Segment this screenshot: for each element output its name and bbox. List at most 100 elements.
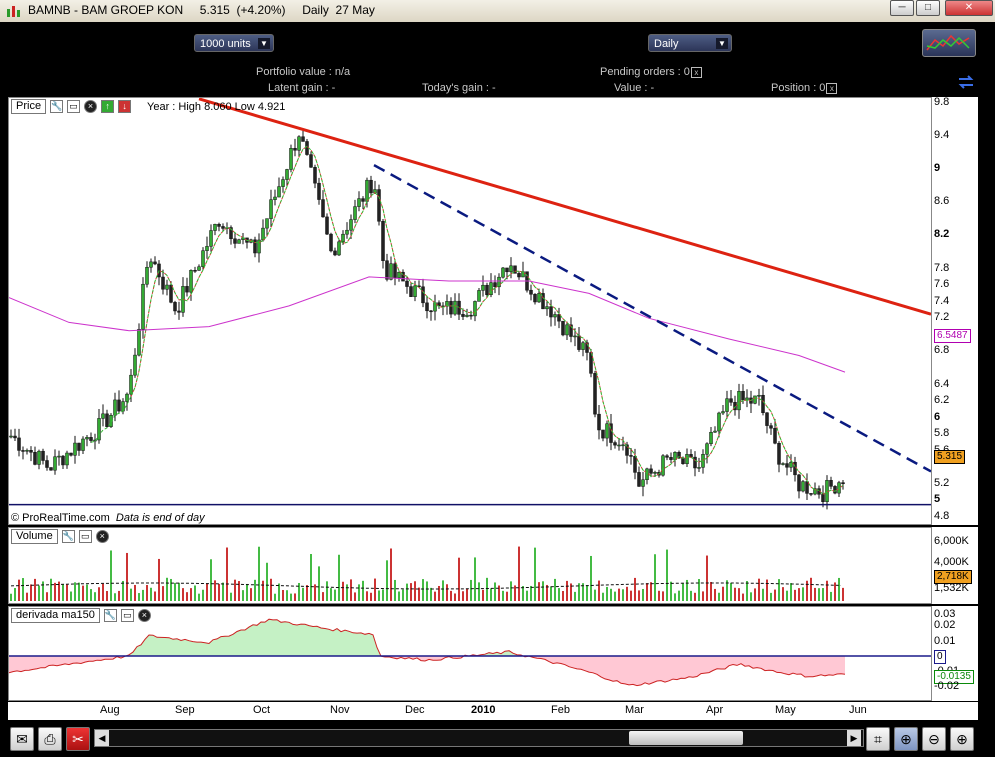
volume-bar: [62, 584, 64, 601]
period-select[interactable]: Daily ▼: [648, 34, 732, 52]
volume-bar: [34, 578, 36, 601]
units-select[interactable]: 1000 units ▼: [194, 34, 274, 52]
candle: [61, 455, 65, 466]
candle: [129, 374, 133, 395]
candle: [609, 423, 613, 443]
close-icon[interactable]: ×: [137, 609, 151, 622]
volume-bar: [546, 584, 548, 601]
candle: [337, 241, 341, 256]
printer-icon: ⎙: [44, 731, 56, 747]
volume-bar: [130, 588, 132, 601]
price-tick: 4.8: [934, 510, 950, 522]
x-axis-label: May: [775, 704, 796, 716]
position-value: Value : -: [614, 82, 655, 94]
latent-gain: Latent gain : -: [268, 82, 336, 94]
scrollbar-thumb[interactable]: [629, 731, 743, 745]
volume-bar: [590, 555, 592, 601]
candle: [761, 394, 765, 413]
candle: [617, 444, 621, 447]
volume-bar: [766, 579, 768, 601]
zoom-in-button[interactable]: ⊕: [950, 727, 974, 751]
restore-button[interactable]: □: [916, 0, 940, 16]
swap-icon[interactable]: [956, 74, 976, 90]
price-tick: 5.2: [934, 476, 950, 489]
price-tick: 5.8: [934, 427, 950, 440]
scroll-left-icon[interactable]: ◀: [95, 730, 109, 746]
close-icon[interactable]: ×: [84, 100, 98, 113]
candle: [493, 282, 497, 288]
wrench-icon[interactable]: 🔧: [61, 530, 75, 543]
volume-bar: [338, 554, 340, 601]
candle: [653, 472, 657, 474]
candle: [637, 472, 641, 487]
zoom-select-button[interactable]: ⊕: [894, 727, 918, 751]
wrench-icon[interactable]: 🔧: [103, 609, 117, 622]
close-icon[interactable]: x: [690, 66, 702, 78]
candle: [693, 456, 697, 469]
horizontal-scrollbar[interactable]: ◀ ▶: [94, 729, 864, 747]
detach-icon[interactable]: ↓: [118, 100, 132, 113]
volume-bar: [258, 546, 260, 601]
derivative-chart[interactable]: [9, 607, 931, 700]
email-button[interactable]: ✉: [10, 727, 34, 751]
price-tick: 5: [934, 493, 941, 506]
volume-bar: [42, 581, 44, 601]
candle: [57, 455, 61, 458]
volume-bar: [554, 578, 556, 601]
volume-bar: [206, 583, 208, 601]
candle: [405, 280, 409, 287]
chart-settings-button[interactable]: ⌗: [866, 727, 890, 751]
toolbar: 1000 units ▼ Daily ▼ Portfolio value : n…: [0, 22, 995, 97]
year-range: Year : High 8.060 Low 4.921: [147, 101, 286, 113]
candle: [329, 233, 333, 252]
volume-bar: [578, 583, 580, 601]
candle: [401, 271, 405, 282]
candle: [509, 265, 513, 273]
volume-bar: [478, 582, 480, 601]
window-icon[interactable]: ▭: [67, 100, 81, 113]
candle: [233, 238, 237, 244]
candle: [289, 148, 293, 170]
volume-bar: [758, 578, 760, 601]
candle: [429, 310, 433, 313]
volume-bar: [614, 591, 616, 601]
volume-chart[interactable]: [9, 528, 931, 603]
candle: [389, 263, 393, 280]
volume-bar: [694, 592, 696, 601]
volume-bar: [782, 587, 784, 601]
price-tick: 9.8: [934, 96, 950, 108]
derivative-tick: 0.03: [934, 608, 956, 620]
candle: [41, 450, 45, 461]
close-icon[interactable]: ×: [95, 530, 109, 543]
candle: [625, 444, 629, 456]
candle: [109, 414, 113, 427]
volume-bar: [742, 593, 744, 601]
candle: [721, 411, 725, 414]
close-button[interactable]: ✕: [945, 0, 993, 16]
minimize-button[interactable]: ─: [890, 0, 914, 16]
delete-button[interactable]: ✂: [66, 727, 90, 751]
print-button[interactable]: ⎙: [38, 727, 62, 751]
volume-bar: [806, 580, 808, 601]
volume-bar: [730, 582, 732, 601]
volume-bar: [754, 588, 756, 601]
zoom-out-button[interactable]: ⊖: [922, 727, 946, 751]
candle: [197, 266, 201, 271]
volume-bar: [106, 591, 108, 601]
price-tick: 6: [934, 410, 941, 423]
scissors-icon: ✂: [72, 731, 84, 747]
candle: [537, 293, 541, 303]
volume-bar: [822, 588, 824, 601]
wrench-icon[interactable]: 🔧: [50, 100, 64, 113]
price-chart[interactable]: [9, 98, 931, 524]
candle: [697, 467, 701, 469]
volume-bar: [566, 580, 568, 601]
close-icon[interactable]: x: [826, 82, 838, 94]
scroll-right-icon[interactable]: ▶: [847, 730, 861, 746]
chart-tools-button[interactable]: [922, 29, 976, 57]
candle: [473, 301, 477, 317]
volume-bar: [466, 588, 468, 601]
window-icon[interactable]: ▭: [120, 609, 134, 622]
window-icon[interactable]: ▭: [78, 530, 92, 543]
expand-icon[interactable]: ↑: [101, 100, 115, 113]
